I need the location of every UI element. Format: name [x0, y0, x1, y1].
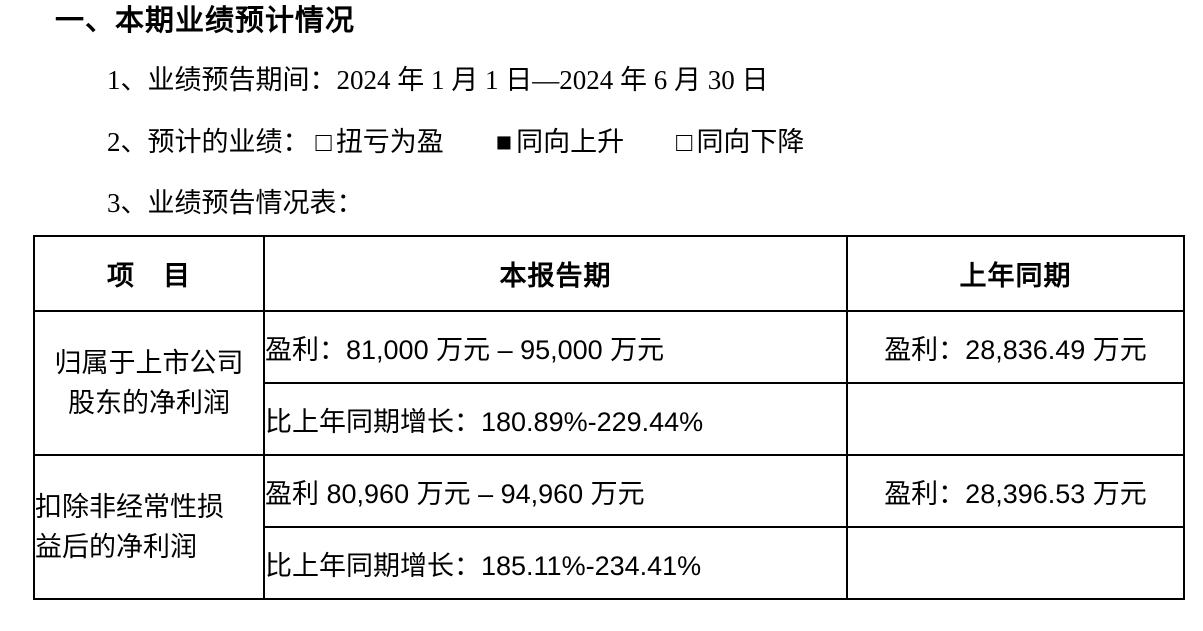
- cell-current-profit-range-2: 盈利 80,960 万元 – 94,960 万元: [263, 454, 848, 528]
- cell-prior-growth-2: [846, 526, 1185, 600]
- option-label: 扭亏为盈: [335, 127, 444, 157]
- row-label-line: 益后的净利润: [35, 532, 197, 562]
- row-label-line: 扣除非经常性损: [35, 492, 224, 522]
- col-header-item: 项 目: [33, 235, 265, 312]
- option-same-direction-up: ■ 同向上升: [496, 126, 624, 159]
- checkbox-checked-icon: ■: [495, 127, 513, 157]
- section-title: 一、本期业绩预计情况: [55, 5, 356, 37]
- cell-prior-profit-2: 盈利：28,396.53 万元: [846, 454, 1185, 528]
- row-label-non-recurring-net-profit: 扣除非经常性损 益后的净利润: [33, 454, 265, 600]
- expected-performance-label: 2、预计的业绩：: [107, 127, 310, 157]
- checkbox-unchecked-icon: □: [315, 127, 332, 157]
- col-header-prior-period: 上年同期: [846, 235, 1185, 312]
- option-label: 同向下降: [696, 127, 805, 157]
- cell-growth-rate-1: 比上年同期增长：180.89%-229.44%: [263, 382, 848, 456]
- row-label-line: 股东的净利润: [68, 388, 230, 418]
- cell-prior-growth-1: [846, 382, 1185, 456]
- option-label: 同向上升: [516, 127, 625, 157]
- table-header-row: 项 目 本报告期 上年同期: [33, 235, 1185, 312]
- row-label-line: 归属于上市公司: [54, 348, 244, 378]
- table-row: 归属于上市公司 股东的净利润 盈利：81,000 万元 – 95,000 万元 …: [33, 310, 1185, 456]
- forecast-table: 项 目 本报告期 上年同期 归属于上市公司 股东的净利润 盈利：81,000 万…: [33, 235, 1185, 600]
- cell-prior-profit-1: 盈利：28,836.49 万元: [846, 310, 1185, 384]
- col-header-current-period: 本报告期: [263, 235, 848, 312]
- table-row: 扣除非经常性损 益后的净利润 盈利 80,960 万元 – 94,960 万元 …: [33, 454, 1185, 600]
- document-page: 一、本期业绩预计情况 1、业绩预告期间：2024 年 1 月 1 日—2024 …: [0, 4, 1203, 631]
- option-same-direction-down: □ 同向下降: [676, 126, 804, 159]
- forecast-period-line: 1、业绩预告期间：2024 年 1 月 1 日—2024 年 6 月 30 日: [107, 65, 769, 95]
- option-turn-loss-to-profit: □ 扭亏为盈: [316, 126, 444, 159]
- row-label-parent-net-profit: 归属于上市公司 股东的净利润: [33, 310, 265, 456]
- table-row: 比上年同期增长：180.89%-229.44%: [34, 382, 1185, 456]
- checkbox-unchecked-icon: □: [676, 127, 693, 157]
- expected-performance-line: 2、预计的业绩： □ 扭亏为盈 ■ 同向上升 □ 同向下降: [107, 126, 1203, 159]
- cell-current-profit-range-1: 盈利：81,000 万元 – 95,000 万元: [263, 310, 848, 384]
- cell-growth-rate-2: 比上年同期增长：185.11%-234.41%: [263, 526, 848, 600]
- table-row: 比上年同期增长：185.11%-234.41%: [34, 526, 1185, 600]
- forecast-table-caption: 3、业绩预告情况表：: [107, 188, 364, 218]
